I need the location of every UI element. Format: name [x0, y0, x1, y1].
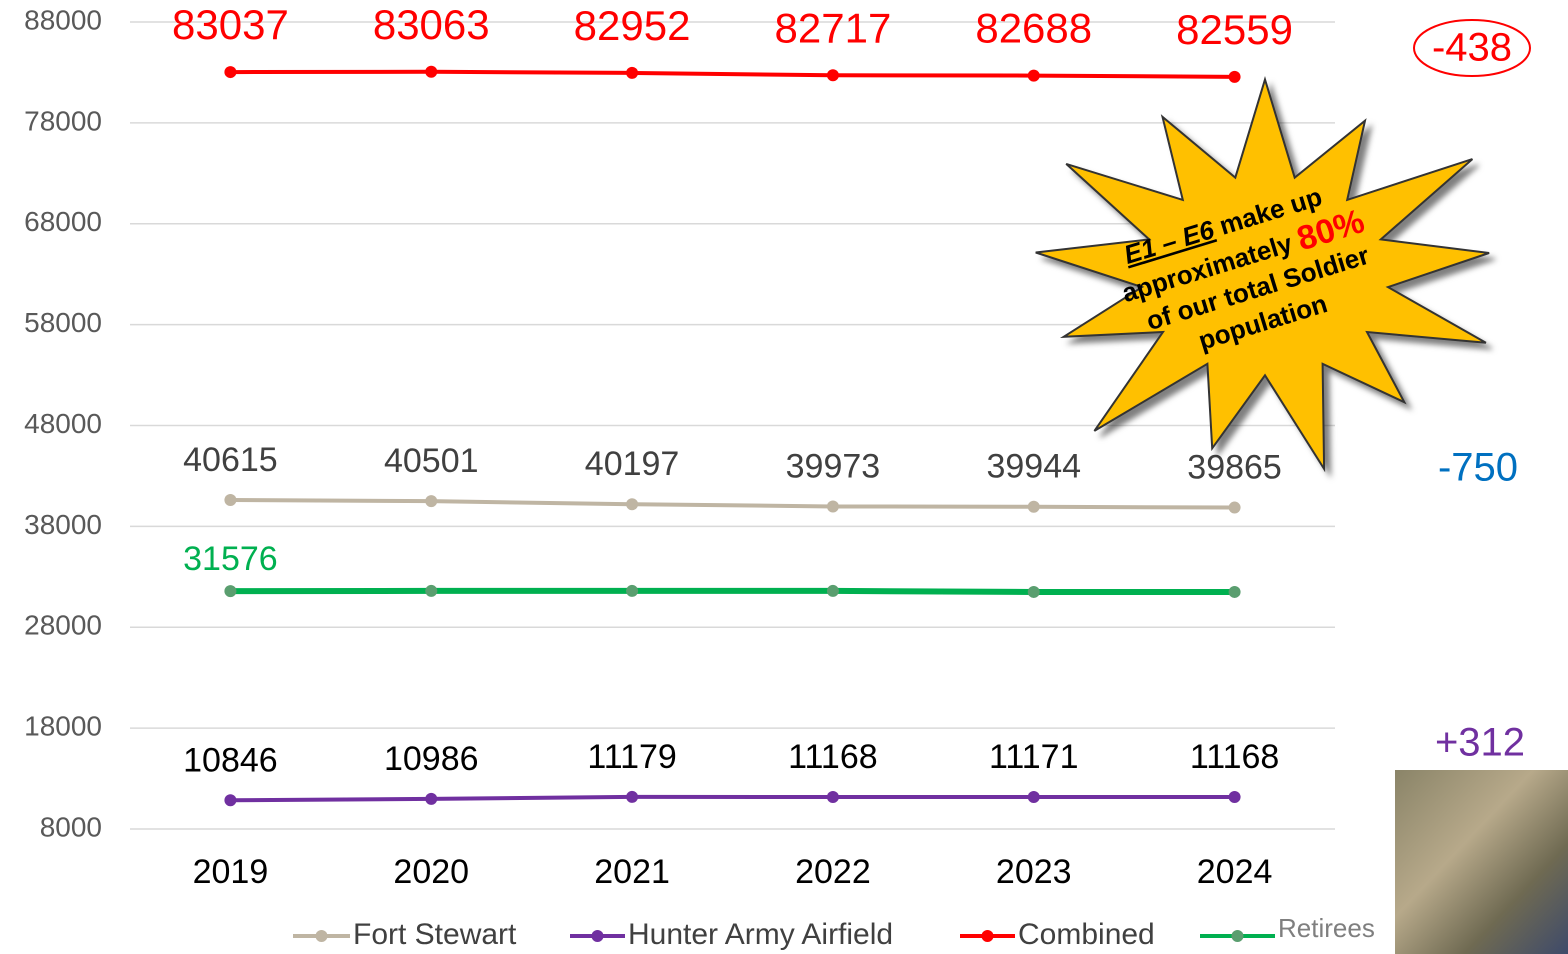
legend-label: Fort Stewart	[353, 918, 517, 951]
data-label: 82559	[1176, 6, 1293, 53]
x-tick-label: 2024	[1197, 853, 1273, 891]
data-point	[1228, 501, 1241, 514]
x-tick-label: 2019	[193, 853, 269, 891]
data-label: 11168	[788, 738, 878, 776]
photo	[1395, 770, 1568, 954]
y-tick-label: 8000	[40, 811, 102, 842]
data-label: 82952	[574, 2, 691, 49]
y-tick-label: 58000	[24, 307, 102, 338]
data-label: 39944	[986, 448, 1081, 486]
data-point	[826, 500, 839, 513]
series-line	[230, 794, 1235, 803]
data-label: 40197	[585, 445, 680, 483]
data-label: 83037	[172, 1, 289, 48]
data-label: 31576	[183, 540, 278, 578]
data-point	[425, 792, 438, 805]
data-point	[1228, 585, 1241, 598]
data-point	[626, 790, 639, 803]
y-tick-label: 38000	[24, 509, 102, 540]
annotation-circle	[1413, 19, 1531, 77]
data-point	[224, 585, 237, 598]
data-label: 83063	[373, 1, 490, 48]
data-label: 10986	[384, 740, 479, 778]
data-point	[1027, 500, 1040, 513]
y-tick-label: 68000	[24, 206, 102, 237]
plot-area: 8000 18000 28000 38000 48000 58000 68000 78000 8…	[24, 1, 1335, 891]
data-label: 82717	[775, 4, 892, 51]
data-point	[626, 584, 639, 597]
data-label: 11171	[989, 738, 1079, 776]
annotation: -750	[1438, 446, 1518, 490]
data-label: 39973	[786, 447, 881, 485]
starburst	[1035, 76, 1490, 473]
x-tick-label: 2020	[393, 853, 469, 891]
data-point	[425, 584, 438, 597]
data-label: 10846	[183, 741, 278, 779]
data-point	[425, 495, 438, 508]
legend-label: Retirees	[1278, 913, 1375, 943]
y-tick-label: 48000	[24, 408, 102, 439]
series-line	[230, 587, 1235, 595]
legend-marker	[591, 930, 604, 942]
data-label: 82688	[975, 5, 1092, 52]
data-point	[1228, 70, 1241, 83]
data-point	[626, 66, 639, 79]
x-tick-label: 2022	[795, 853, 871, 891]
series-line	[230, 69, 1235, 79]
x-tick-label: 2023	[996, 853, 1072, 891]
series-line	[230, 497, 1235, 510]
annotation: -438	[1432, 26, 1512, 70]
data-point	[826, 69, 839, 82]
y-tick-label: 78000	[24, 105, 102, 136]
legend-label: Combined	[1018, 918, 1155, 951]
data-point	[1027, 69, 1040, 82]
legend-label: Hunter Army Airfield	[628, 918, 893, 951]
data-point	[1228, 791, 1241, 804]
data-point	[224, 493, 237, 506]
y-tick-label: 28000	[24, 610, 102, 641]
legend-marker	[1231, 930, 1244, 942]
data-label: 11179	[587, 738, 677, 776]
data-point	[224, 794, 237, 807]
legend-marker	[315, 930, 328, 942]
data-point	[826, 791, 839, 804]
y-tick-label: 88000	[24, 4, 102, 35]
data-point	[1027, 791, 1040, 804]
data-point	[425, 65, 438, 78]
data-label: 40615	[183, 441, 278, 479]
legend-marker	[981, 930, 994, 942]
y-tick-label: 18000	[24, 711, 102, 742]
data-point	[1027, 585, 1040, 598]
data-label: 11168	[1190, 738, 1280, 776]
annotation: +312	[1435, 721, 1525, 765]
x-tick-label: 2021	[594, 853, 670, 891]
data-label: 40501	[384, 442, 479, 480]
data-point	[224, 66, 237, 79]
data-point	[626, 498, 639, 511]
data-label: 39865	[1187, 449, 1282, 487]
data-point	[826, 584, 839, 597]
